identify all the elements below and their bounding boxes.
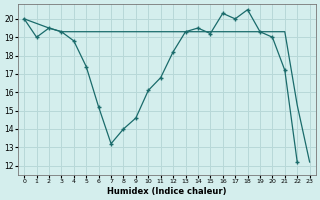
X-axis label: Humidex (Indice chaleur): Humidex (Indice chaleur) <box>107 187 227 196</box>
